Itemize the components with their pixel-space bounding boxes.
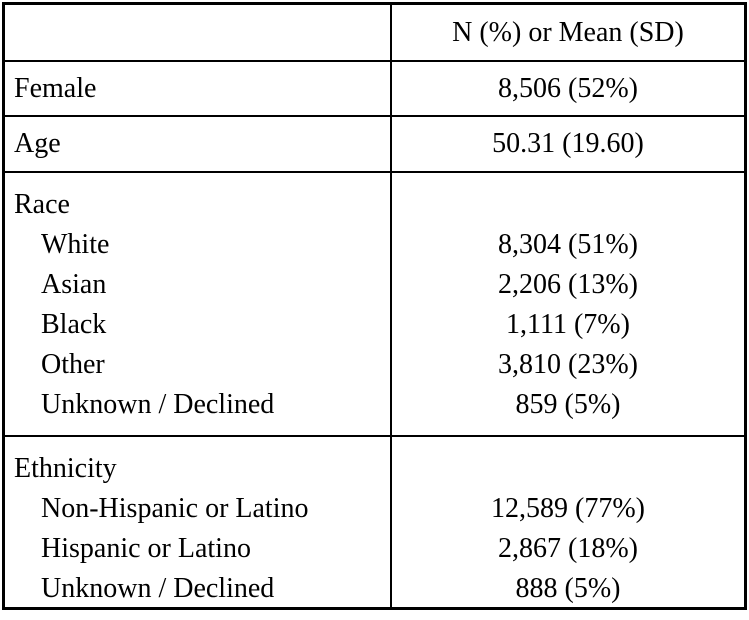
table-row-ethnicity-group: Ethnicity Non-Hispanic or Latino Hispani… [5, 435, 744, 609]
race-item-value: 1,111 (7%) [506, 309, 630, 340]
race-item-label: Unknown / Declined [41, 389, 275, 420]
ethnicity-label-cell: Ethnicity Non-Hispanic or Latino Hispani… [5, 437, 392, 609]
row-label-cell: Female [5, 62, 392, 115]
demographics-table: N (%) or Mean (SD) Female 8,506 (52%) Ag… [2, 2, 747, 610]
race-value-cell: 8,304 (51%) 2,206 (13%) 1,111 (7%) 3,810… [392, 173, 744, 435]
row-value-cell: 8,506 (52%) [392, 62, 744, 115]
row-value: 8,506 (52%) [498, 72, 638, 104]
header-value-title: N (%) or Mean (SD) [452, 16, 684, 48]
ethnicity-item-label: Non-Hispanic or Latino [41, 493, 309, 524]
header-label-cell [5, 5, 392, 60]
row-value-cell: 50.31 (19.60) [392, 117, 744, 171]
ethnicity-item-label: Hispanic or Latino [41, 533, 251, 564]
race-group-value-spacer [392, 185, 744, 225]
race-item-value: 3,810 (23%) [498, 349, 638, 380]
group-label-ethnicity: Ethnicity [14, 453, 117, 484]
race-item-label: Asian [41, 269, 107, 300]
ethnicity-item-value: 888 (5%) [515, 573, 621, 604]
race-label-cell: Race White Asian Black Other Unknown / D… [5, 173, 392, 435]
race-item-value: 8,304 (51%) [498, 229, 638, 260]
ethnicity-item-label: Unknown / Declined [41, 573, 275, 604]
race-item-label: Black [41, 309, 107, 340]
row-label: Female [14, 72, 97, 104]
ethnicity-value-cell: 12,589 (77%) 2,867 (18%) 888 (5%) [392, 437, 744, 609]
ethnicity-group-value-spacer [392, 449, 744, 489]
table-row-age: Age 50.31 (19.60) [5, 115, 744, 171]
ethnicity-item-value: 2,867 (18%) [498, 533, 638, 564]
ethnicity-item-value: 12,589 (77%) [491, 493, 645, 524]
race-item-label: Other [41, 349, 105, 380]
row-label: Age [14, 128, 61, 159]
header-value-cell: N (%) or Mean (SD) [392, 5, 744, 60]
race-item-value: 2,206 (13%) [498, 269, 638, 300]
row-value: 50.31 (19.60) [492, 128, 644, 159]
table-header-row: N (%) or Mean (SD) [5, 5, 744, 60]
row-label-cell: Age [5, 117, 392, 171]
group-label-race: Race [14, 189, 70, 220]
race-item-value: 859 (5%) [515, 389, 621, 420]
race-item-label: White [41, 229, 110, 260]
table-row-race-group: Race White Asian Black Other Unknown / D… [5, 171, 744, 435]
table-row-female: Female 8,506 (52%) [5, 60, 744, 115]
